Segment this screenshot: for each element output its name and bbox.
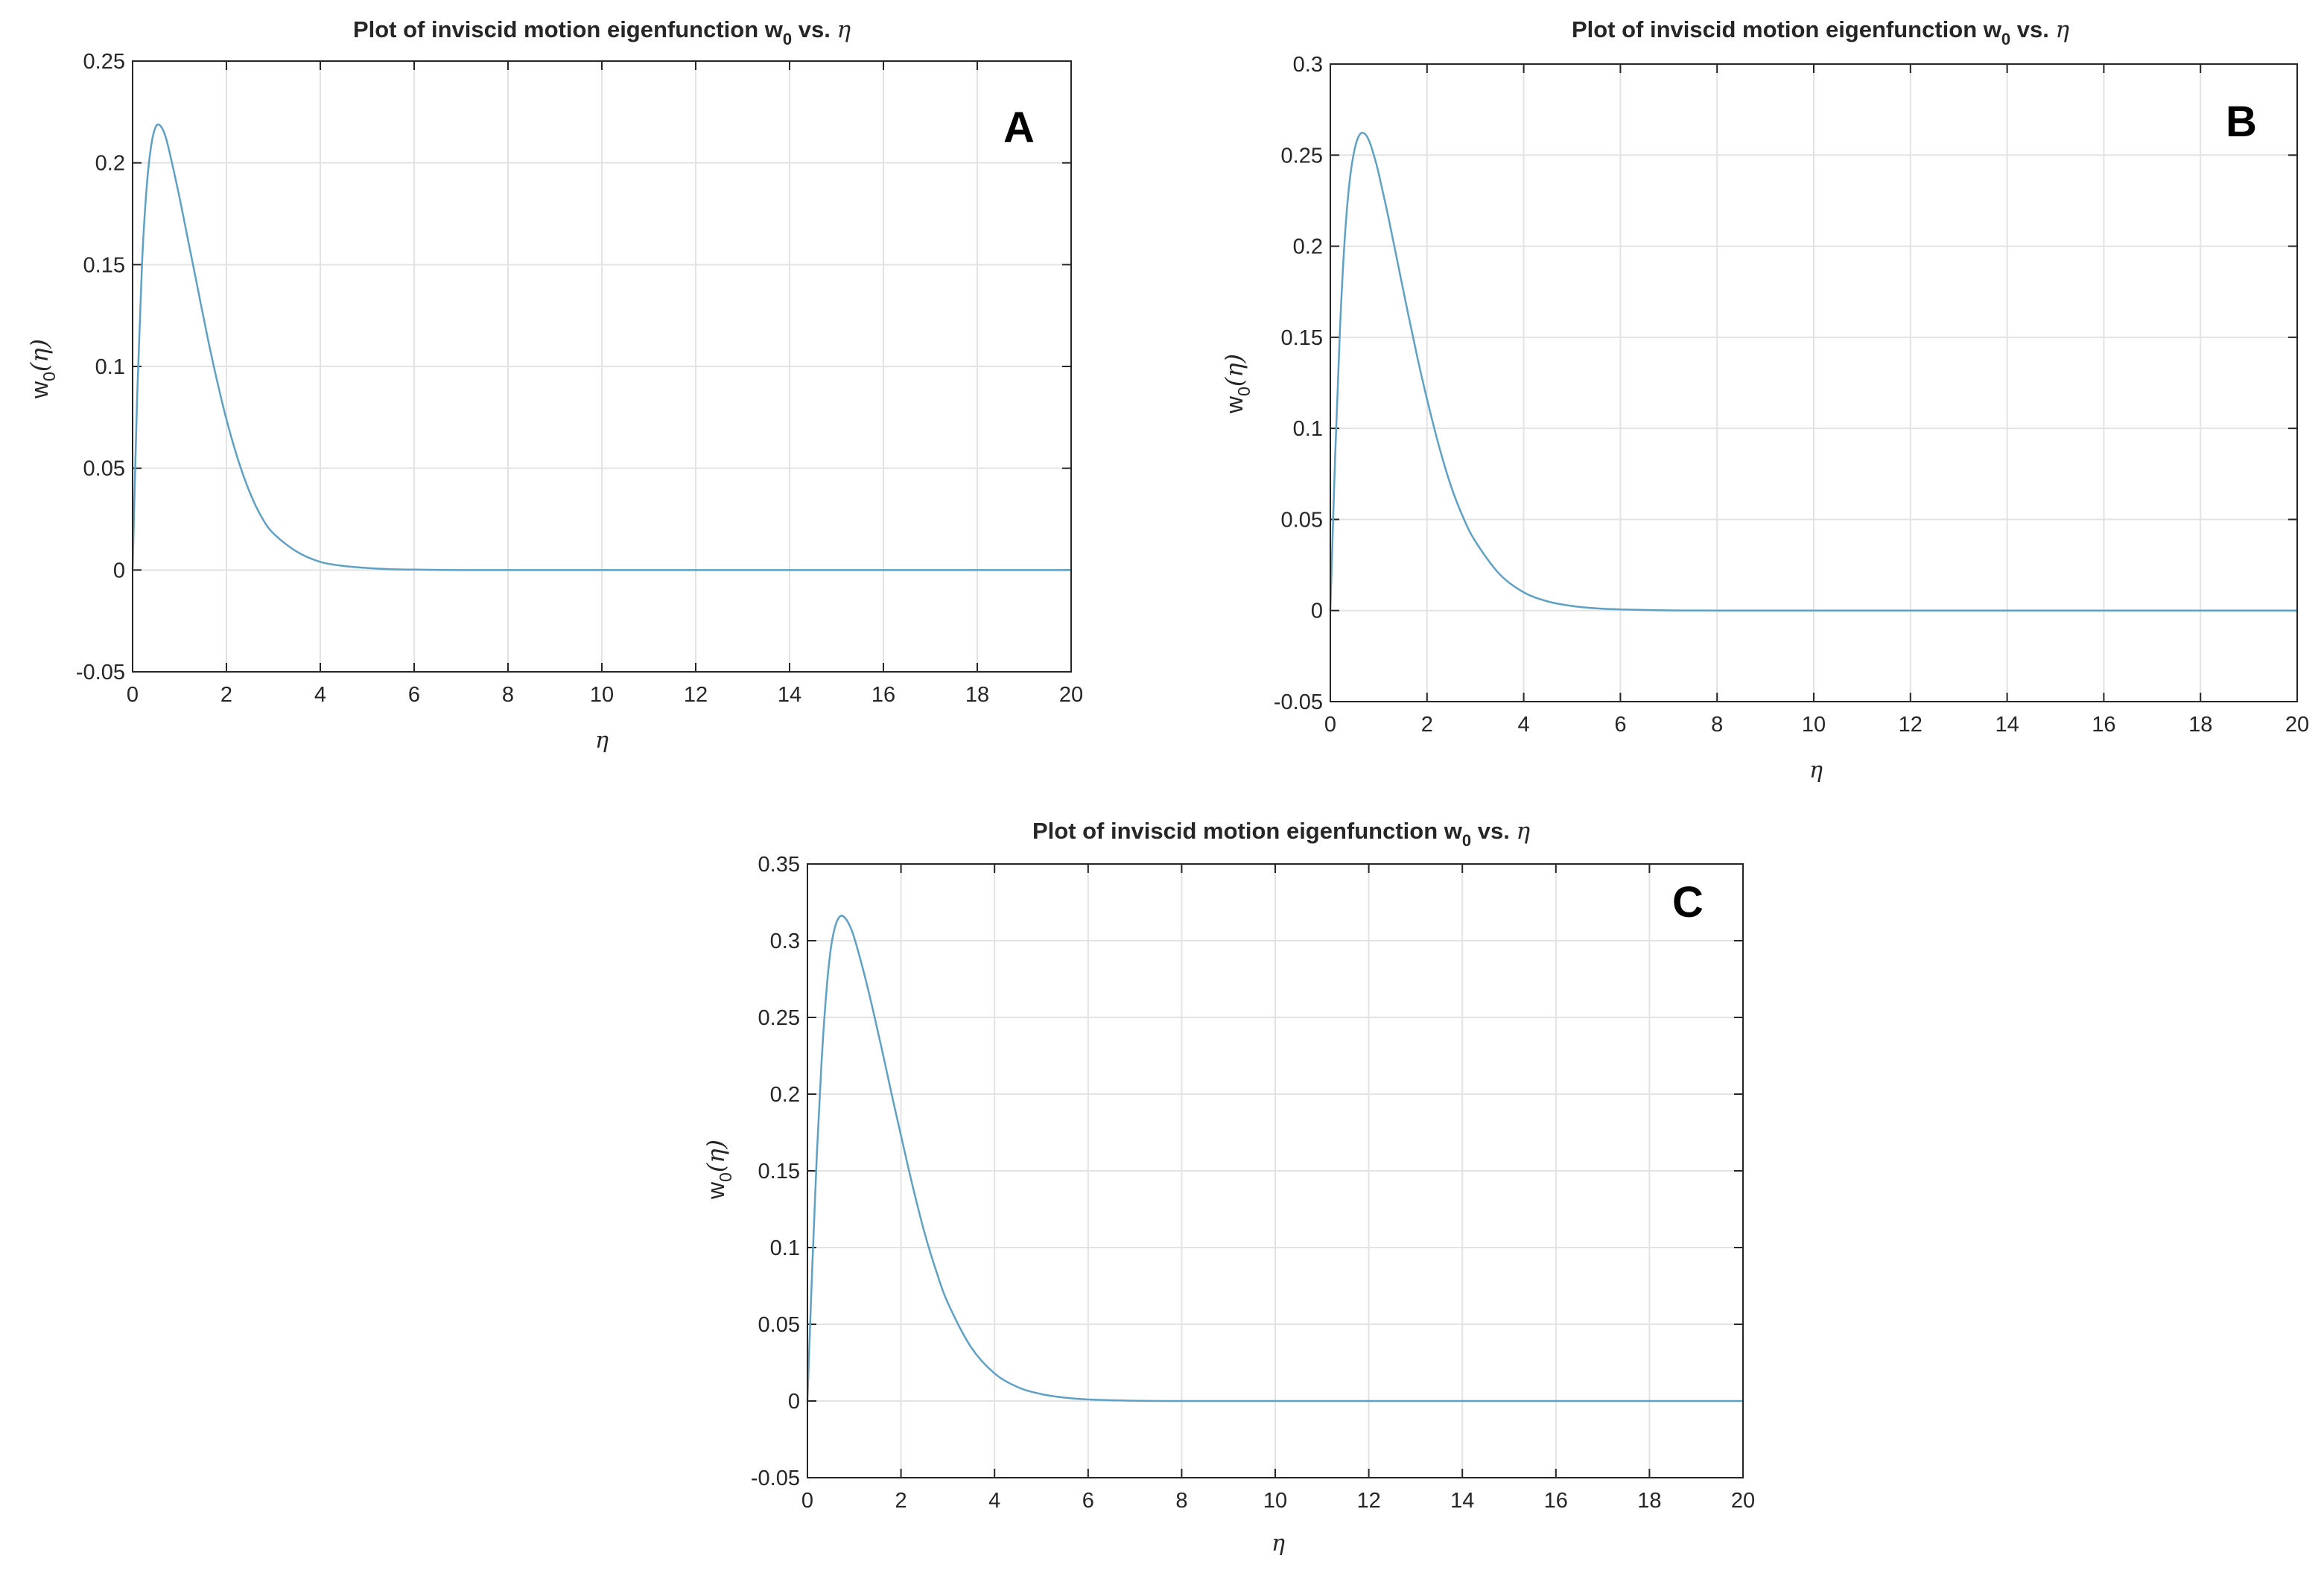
x-tick-label: 20: [1059, 683, 1083, 707]
x-tick-label: 8: [1175, 1489, 1187, 1513]
series-line-w0: [1329, 131, 2297, 611]
x-tick-label: 14: [1995, 713, 2019, 737]
axes-frame: [1330, 63, 2298, 702]
y-tick-label: 0.2: [1293, 235, 1323, 259]
x-tick-label: 4: [314, 683, 326, 707]
axes-frame: [132, 60, 1072, 673]
x-tick-label: 12: [1899, 713, 1923, 737]
x-axis-label: η: [1271, 1531, 1285, 1557]
chart-panel-c: Plot of inviscid motion eigenfunction w0…: [702, 818, 1755, 1557]
x-tick-label: 0: [801, 1489, 813, 1513]
y-tick-label: 0: [113, 559, 125, 582]
x-tick-label: 20: [2285, 713, 2309, 737]
y-tick-label: 0.25: [1281, 144, 1323, 168]
y-tick-label: 0.05: [758, 1313, 800, 1337]
x-tick-label: 2: [1421, 713, 1433, 737]
y-tick-label: 0: [788, 1390, 800, 1414]
y-tick-label: 0.2: [770, 1083, 800, 1107]
series-line-w0: [131, 123, 1071, 571]
x-axis-label: η: [1809, 757, 1823, 784]
x-tick-label: 6: [1082, 1489, 1094, 1513]
y-tick-label: 0.15: [1281, 326, 1323, 350]
x-tick-label: 8: [1711, 713, 1723, 737]
x-tick-label: 2: [895, 1489, 907, 1513]
x-tick-label: 2: [220, 683, 232, 707]
axes-frame: [807, 863, 1744, 1478]
y-tick-label: 0.05: [83, 457, 125, 481]
x-tick-label: 12: [1356, 1489, 1380, 1513]
x-tick-label: 0: [127, 683, 139, 707]
chart-title: Plot of inviscid motion eigenfunction w0…: [1572, 16, 2070, 48]
chart-title: Plot of inviscid motion eigenfunction w0…: [1032, 818, 1531, 850]
y-tick-label: 0.15: [83, 253, 125, 277]
y-tick-label: 0.1: [95, 355, 125, 379]
y-tick-label: -0.05: [1274, 690, 1323, 714]
x-tick-label: 10: [1263, 1489, 1287, 1513]
x-tick-label: 4: [1518, 713, 1530, 737]
x-tick-label: 6: [408, 683, 420, 707]
x-tick-label: 18: [1637, 1489, 1661, 1513]
x-tick-label: 16: [1544, 1489, 1568, 1513]
chart-title: Plot of inviscid motion eigenfunction w0…: [353, 16, 851, 48]
y-tick-label: -0.05: [751, 1467, 800, 1490]
panel-letter: A: [1003, 104, 1035, 152]
panel-letter: C: [1672, 878, 1704, 927]
x-tick-label: 10: [1802, 713, 1826, 737]
y-axis-label: w0(η): [25, 339, 59, 399]
x-tick-label: 0: [1324, 713, 1336, 737]
y-tick-label: -0.05: [76, 661, 125, 684]
y-axis-label: w0(η): [702, 1140, 735, 1200]
x-tick-label: 20: [1731, 1489, 1755, 1513]
y-axis-label: w0(η): [1220, 354, 1254, 414]
x-tick-label: 14: [1450, 1489, 1474, 1513]
y-tick-label: 0: [1311, 600, 1323, 623]
y-tick-label: 0.25: [758, 1006, 800, 1030]
series-line-w0: [806, 915, 1743, 1402]
panel-letter: B: [2226, 98, 2257, 146]
chart-panel-b: Plot of inviscid motion eigenfunction w0…: [1220, 16, 2309, 784]
x-tick-label: 18: [2188, 713, 2212, 737]
y-tick-label: 0.2: [95, 152, 125, 176]
x-tick-label: 18: [965, 683, 989, 707]
y-tick-label: 0.3: [1293, 53, 1323, 77]
x-tick-label: 6: [1614, 713, 1626, 737]
x-tick-label: 16: [872, 683, 895, 707]
y-tick-label: 0.35: [758, 853, 800, 877]
y-tick-label: 0.25: [83, 50, 125, 74]
y-tick-label: 0.05: [1281, 508, 1323, 532]
y-tick-label: 0.15: [758, 1160, 800, 1184]
y-tick-label: 0.1: [770, 1236, 800, 1260]
x-tick-label: 4: [988, 1489, 1000, 1513]
chart-panel-a: Plot of inviscid motion eigenfunction w0…: [25, 16, 1083, 754]
x-tick-label: 10: [590, 683, 614, 707]
y-tick-label: 0.1: [1293, 417, 1323, 441]
x-tick-label: 12: [684, 683, 708, 707]
y-tick-label: 0.3: [770, 930, 800, 953]
x-tick-label: 16: [2092, 713, 2115, 737]
x-axis-label: η: [595, 728, 609, 754]
x-tick-label: 8: [502, 683, 514, 707]
x-tick-label: 14: [778, 683, 801, 707]
